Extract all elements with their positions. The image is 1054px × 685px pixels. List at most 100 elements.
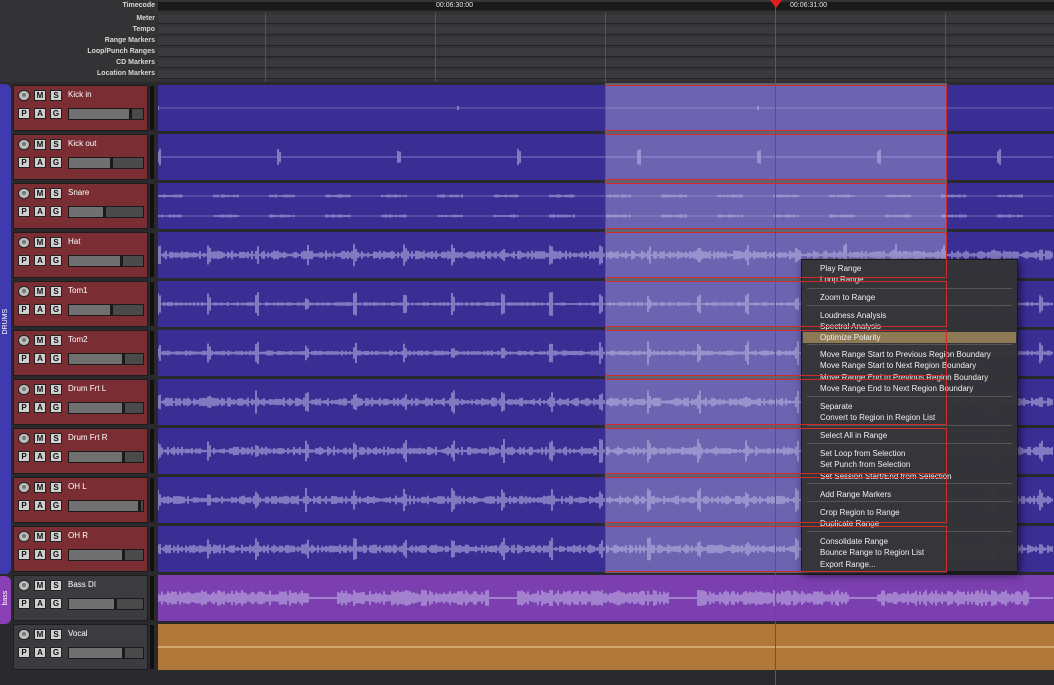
group-button[interactable]: G	[50, 108, 62, 119]
track-header[interactable]: M S P A G Tom1	[13, 281, 148, 327]
playlist-button[interactable]: P	[18, 157, 30, 168]
menu-item-zoom-to-range[interactable]: Zoom to Range	[820, 293, 876, 302]
group-button[interactable]: G	[50, 647, 62, 658]
gain-fader-handle[interactable]	[121, 354, 125, 364]
track-header[interactable]: M S P A G Bass DI	[13, 575, 148, 621]
record-arm-button[interactable]	[18, 580, 30, 591]
automation-button[interactable]: A	[34, 647, 46, 658]
group-button[interactable]: G	[50, 304, 62, 315]
menu-item-loop-range[interactable]: Loop Range	[820, 275, 864, 284]
gain-fader[interactable]	[68, 255, 144, 267]
ruler-lane[interactable]	[158, 26, 1054, 35]
gain-fader[interactable]	[68, 206, 144, 218]
mute-button[interactable]: M	[34, 580, 46, 591]
record-arm-button[interactable]	[18, 482, 30, 493]
solo-button[interactable]: S	[50, 629, 62, 640]
audio-region[interactable]	[158, 624, 1054, 670]
solo-button[interactable]: S	[50, 90, 62, 101]
solo-button[interactable]: S	[50, 482, 62, 493]
gain-fader-handle[interactable]	[121, 550, 125, 560]
solo-button[interactable]: S	[50, 237, 62, 248]
track-name[interactable]: Bass DI	[68, 580, 97, 589]
solo-button[interactable]: S	[50, 580, 62, 591]
menu-item-set-session-start-end-from-selection[interactable]: Set Session Start/End from Selection	[820, 472, 952, 481]
solo-button[interactable]: S	[50, 188, 62, 199]
record-arm-button[interactable]	[18, 188, 30, 199]
playlist-button[interactable]: P	[18, 304, 30, 315]
playlist-button[interactable]: P	[18, 500, 30, 511]
group-button[interactable]: G	[50, 353, 62, 364]
gain-fader[interactable]	[68, 451, 144, 463]
track-header[interactable]: M S P A G Drum Frt L	[13, 379, 148, 425]
gain-fader-handle[interactable]	[120, 256, 124, 266]
audio-region[interactable]	[158, 575, 1054, 621]
mute-button[interactable]: M	[34, 237, 46, 248]
automation-button[interactable]: A	[34, 549, 46, 560]
track-name[interactable]: Kick in	[68, 90, 92, 99]
mute-button[interactable]: M	[34, 384, 46, 395]
ruler-lane[interactable]	[158, 48, 1054, 57]
mute-button[interactable]: M	[34, 139, 46, 150]
audio-region[interactable]	[158, 183, 1054, 229]
gain-fader[interactable]	[68, 353, 144, 365]
mute-button[interactable]: M	[34, 531, 46, 542]
menu-item-move-range-end-to-next-region-boundary[interactable]: Move Range End to Next Region Boundary	[820, 384, 974, 393]
playlist-button[interactable]: P	[18, 206, 30, 217]
record-arm-button[interactable]	[18, 237, 30, 248]
record-arm-button[interactable]	[18, 90, 30, 101]
solo-button[interactable]: S	[50, 286, 62, 297]
gain-fader-handle[interactable]	[121, 403, 125, 413]
record-arm-button[interactable]	[18, 286, 30, 297]
group-tab-bass[interactable]: bass	[0, 576, 11, 624]
playhead[interactable]	[775, 0, 776, 685]
menu-item-duplicate-range[interactable]: Duplicate Range	[820, 519, 880, 528]
automation-button[interactable]: A	[34, 500, 46, 511]
automation-button[interactable]: A	[34, 402, 46, 413]
track-name[interactable]: Tom2	[68, 335, 88, 344]
playlist-button[interactable]: P	[18, 647, 30, 658]
track-name[interactable]: OH R	[68, 531, 88, 540]
menu-item-move-range-start-to-next-region-boundary[interactable]: Move Range Start to Next Region Boundary	[820, 361, 977, 370]
automation-button[interactable]: A	[34, 255, 46, 266]
group-button[interactable]: G	[50, 255, 62, 266]
solo-button[interactable]: S	[50, 384, 62, 395]
track-name[interactable]: Hat	[68, 237, 81, 246]
menu-item-separate[interactable]: Separate	[820, 402, 853, 411]
group-button[interactable]: G	[50, 402, 62, 413]
automation-button[interactable]: A	[34, 304, 46, 315]
record-arm-button[interactable]	[18, 531, 30, 542]
mute-button[interactable]: M	[34, 286, 46, 297]
track-name[interactable]: Drum Frt L	[68, 384, 107, 393]
record-arm-button[interactable]	[18, 139, 30, 150]
track-header[interactable]: M S P A G Hat	[13, 232, 148, 278]
playhead-marker-icon[interactable]	[770, 0, 782, 8]
menu-item-set-punch-from-selection[interactable]: Set Punch from Selection	[820, 460, 911, 469]
track-name[interactable]: OH L	[68, 482, 87, 491]
gain-fader-handle[interactable]	[102, 207, 106, 217]
group-button[interactable]: G	[50, 500, 62, 511]
menu-item-set-loop-from-selection[interactable]: Set Loop from Selection	[820, 449, 906, 458]
gain-fader[interactable]	[68, 402, 144, 414]
mute-button[interactable]: M	[34, 188, 46, 199]
automation-button[interactable]: A	[34, 353, 46, 364]
track-name[interactable]: Vocal	[68, 629, 88, 638]
playlist-button[interactable]: P	[18, 549, 30, 560]
track-header[interactable]: M S P A G OH R	[13, 526, 148, 572]
menu-item-crop-region-to-range[interactable]: Crop Region to Range	[820, 508, 900, 517]
automation-button[interactable]: A	[34, 206, 46, 217]
mute-button[interactable]: M	[34, 482, 46, 493]
automation-button[interactable]: A	[34, 157, 46, 168]
gain-fader-handle[interactable]	[121, 648, 125, 658]
track-header[interactable]: M S P A G Snare	[13, 183, 148, 229]
menu-item-loudness-analysis[interactable]: Loudness Analysis	[820, 311, 887, 320]
track-name[interactable]: Kick out	[68, 139, 97, 148]
menu-item-consolidate-range[interactable]: Consolidate Range	[820, 537, 889, 546]
gain-fader-handle[interactable]	[138, 501, 142, 511]
mute-button[interactable]: M	[34, 335, 46, 346]
ruler-lane[interactable]	[158, 15, 1054, 24]
menu-item-optimize-polarity[interactable]: Optimize Polarity	[803, 332, 1016, 343]
gain-fader[interactable]	[68, 598, 144, 610]
mute-button[interactable]: M	[34, 90, 46, 101]
gain-fader[interactable]	[68, 108, 144, 120]
audio-region[interactable]	[158, 134, 1054, 180]
